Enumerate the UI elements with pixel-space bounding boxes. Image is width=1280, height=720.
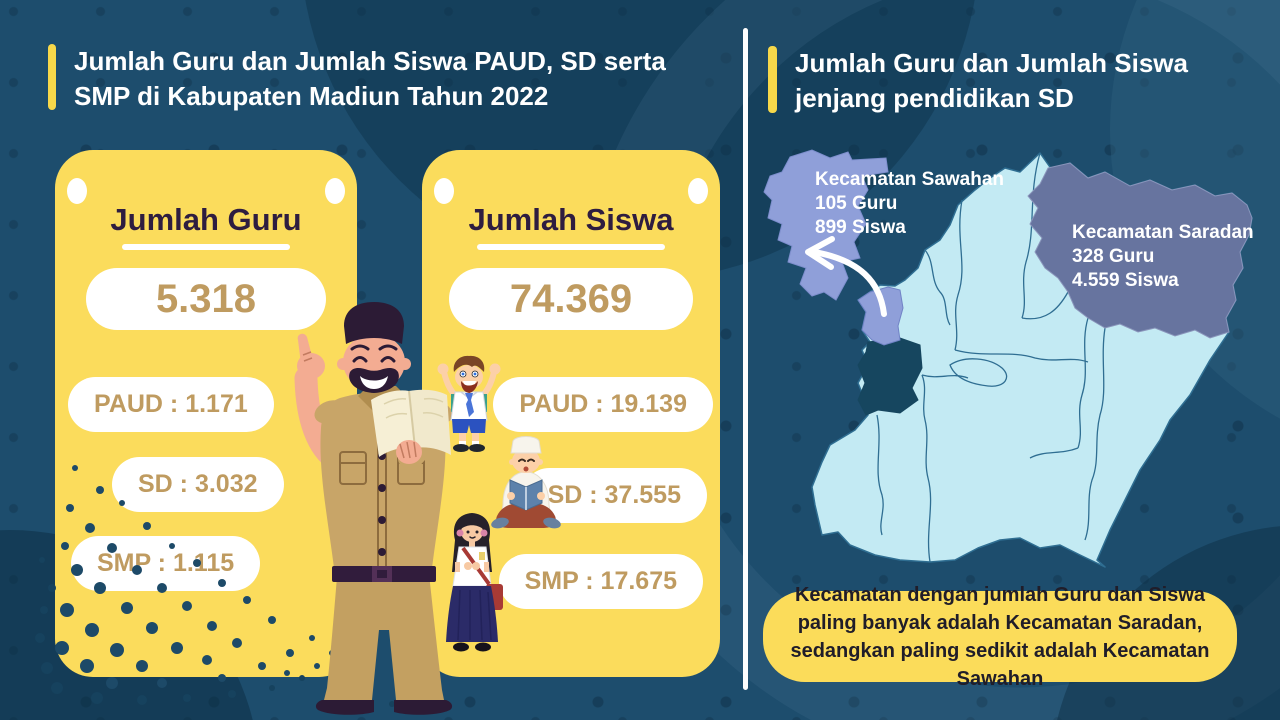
card-pin-dot	[325, 178, 345, 204]
vertical-divider	[743, 28, 748, 690]
sawahan-label: Kecamatan Sawahan 105 Guru 899 Siswa	[815, 168, 1004, 240]
siswa-stat-card: Jumlah Siswa 74.369 PAUD : 19.139 SD : 3…	[422, 150, 720, 677]
siswa-smp-value: SMP : 17.675	[498, 554, 703, 609]
siswa-card-title: Jumlah Siswa	[468, 202, 674, 237]
guru-sd-value: SD : 3.032	[112, 457, 284, 512]
siswa-sd-value: SD : 37.555	[521, 468, 707, 523]
left-title-line2: SMP di Kabupaten Madiun Tahun 2022	[74, 81, 549, 111]
card-pin-dot	[688, 178, 708, 204]
saradan-label: Kecamatan Saradan 328 Guru 4.559 Siswa	[1072, 221, 1254, 293]
right-panel-title: Jumlah Guru dan Jumlah Siswa jenjang pen…	[768, 46, 1188, 116]
conclusion-text: Kecamatan dengan jumlah Guru dan Siswa p…	[790, 583, 1210, 690]
left-panel-title: Jumlah Guru dan Jumlah Siswa PAUD, SD se…	[48, 44, 666, 114]
siswa-total-value: 74.369	[449, 268, 693, 330]
sawahan-guru: 105 Guru	[815, 193, 898, 214]
right-title-line1: Jumlah Guru dan Jumlah Siswa	[795, 48, 1188, 78]
right-title-line2: jenjang pendidikan SD	[795, 83, 1074, 113]
sawahan-name: Kecamatan Sawahan	[815, 169, 1005, 190]
card-pin-dot	[434, 178, 454, 204]
card-pin-dot	[67, 178, 87, 204]
left-title-line1: Jumlah Guru dan Jumlah Siswa PAUD, SD se…	[74, 46, 666, 76]
card-title-underline	[122, 244, 290, 250]
saradan-siswa: 4.559 Siswa	[1072, 270, 1179, 291]
guru-smp-value: SMP : 1.115	[71, 536, 261, 591]
guru-stat-card: Jumlah Guru 5.318 PAUD : 1.171 SD : 3.03…	[55, 150, 357, 677]
saradan-name: Kecamatan Saradan	[1072, 222, 1254, 243]
guru-total-value: 5.318	[86, 268, 326, 330]
sawahan-siswa: 899 Siswa	[815, 217, 906, 238]
guru-card-title: Jumlah Guru	[110, 202, 302, 237]
card-title-underline	[477, 244, 665, 250]
title-accent-bar	[48, 44, 56, 110]
saradan-guru: 328 Guru	[1072, 246, 1155, 267]
conclusion-box: Kecamatan dengan jumlah Guru dan Siswa p…	[763, 584, 1237, 690]
title-accent-bar	[768, 46, 777, 113]
guru-paud-value: PAUD : 1.171	[68, 377, 274, 432]
siswa-paud-value: PAUD : 19.139	[493, 377, 713, 432]
